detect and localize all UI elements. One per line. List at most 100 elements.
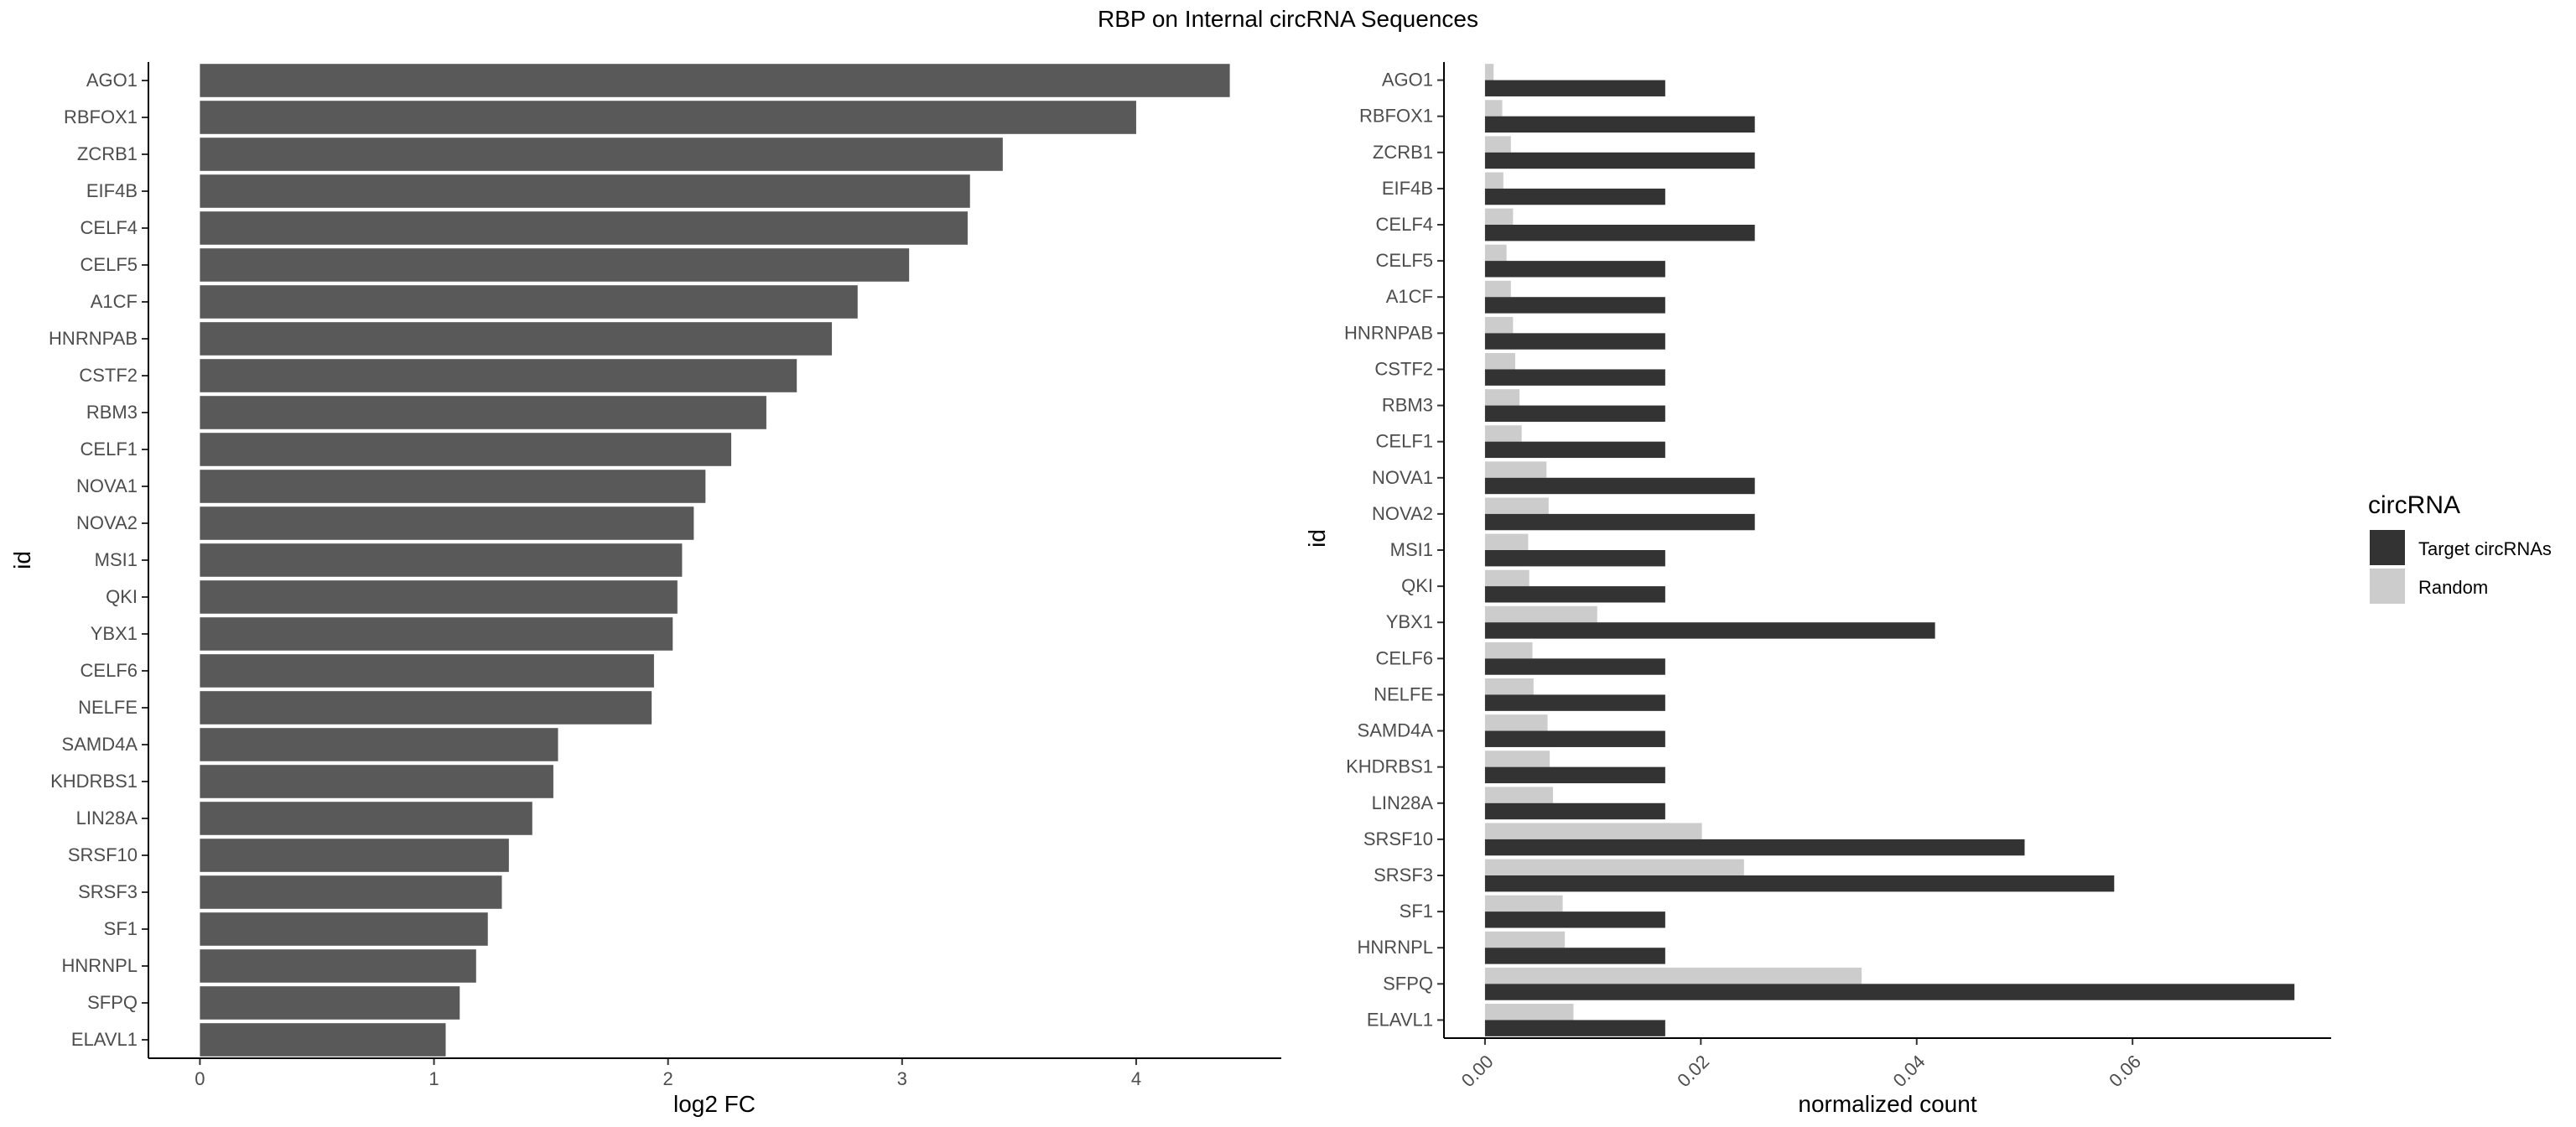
legend-swatch-target [2370, 530, 2405, 565]
normalized-count-x-tick-label-2: 0.04 [1889, 1051, 1929, 1091]
log2fc-y-tick-label-qki: QKI [106, 586, 138, 607]
normalized-count-y-tick-label-ago1: AGO1 [1382, 70, 1433, 91]
log2fc-bar-celf1 [200, 433, 732, 466]
log2fc-y-tick-label-eif4b: EIF4B [86, 180, 138, 201]
target-bar-samd4a [1484, 730, 1665, 747]
random-bar-ybx1 [1484, 605, 1597, 623]
log2fc-panel: AGO1 RBFOX1 ZCRB1 EIF4B CELF4 CELF5 A1CF HNRNPA… [9, 62, 1281, 1117]
random-bar-khdrbs1 [1484, 750, 1550, 767]
log2fc-y-tick-label-samd4a: SAMD4A [62, 734, 138, 755]
target-bar-hnrnpab [1484, 333, 1665, 350]
legend-swatch-random [2370, 569, 2405, 604]
log2fc-y-tick-label-nelfe: NELFE [78, 697, 138, 718]
log2fc-y-tick-label-ybx1: YBX1 [91, 623, 138, 644]
log2fc-y-tick-label-msi1: MSI1 [95, 549, 138, 570]
log2fc-y-tick-label-celf6: CELF6 [80, 660, 138, 681]
log2fc-y-tick-label-khdrbs1: KHDRBS1 [50, 771, 138, 792]
log2fc-y-tick-label-sfpq: SFPQ [87, 992, 138, 1013]
log2fc-x-tick-label-3: 3 [897, 1068, 907, 1089]
random-bar-a1cf [1484, 280, 1511, 298]
normalized-count-y-tick-label-qki: QKI [1401, 575, 1433, 596]
random-bar-nova1 [1484, 461, 1547, 478]
log2fc-bar-sf1 [200, 912, 488, 946]
random-bar-rbfox1 [1484, 100, 1503, 117]
target-bar-celf6 [1484, 658, 1665, 675]
normalized-count-y-tick-label-celf1: CELF1 [1376, 431, 1433, 452]
normalized-count-bars [1484, 64, 2295, 1036]
target-bar-nova1 [1484, 477, 1755, 495]
log2fc-y-tick-label-rbm3: RBM3 [86, 402, 138, 423]
normalized-count-y-tick-label-lin28a: LIN28A [1372, 792, 1434, 813]
normalized-count-y-tick-label-celf6: CELF6 [1376, 647, 1433, 668]
log2fc-bar-srsf3 [200, 875, 502, 909]
log2fc-bar-eif4b [200, 174, 970, 208]
legend-label-random: Random [2418, 577, 2488, 598]
log2fc-bar-nelfe [200, 691, 652, 724]
log2fc-bars [200, 64, 1230, 1057]
log2fc-x-tick-label-2: 2 [663, 1068, 673, 1089]
log2fc-bar-celf5 [200, 248, 910, 282]
legend-title: circRNA [2368, 491, 2460, 519]
log2fc-y-tick-label-rbfox1: RBFOX1 [64, 106, 138, 127]
random-bar-zcrb1 [1484, 136, 1511, 153]
target-bar-a1cf [1484, 297, 1665, 314]
target-bar-rbfox1 [1484, 116, 1755, 133]
random-bar-cstf2 [1484, 353, 1515, 370]
log2fc-y-tick-label-celf4: CELF4 [80, 217, 138, 238]
target-bar-nova2 [1484, 513, 1755, 531]
legend: circRNA Target circRNAs Random [2368, 491, 2552, 604]
log2fc-x-tick-label-4: 4 [1131, 1068, 1141, 1089]
target-bar-eif4b [1484, 188, 1665, 205]
normalized-count-y-tick-label-a1cf: A1CF [1386, 286, 1433, 307]
normalized-count-y-tick-label-samd4a: SAMD4A [1358, 720, 1434, 741]
random-bar-sf1 [1484, 895, 1563, 912]
log2fc-x-tick-label-0: 0 [195, 1068, 205, 1089]
random-bar-celf4 [1484, 208, 1514, 225]
normalized-count-x-tick-label-3: 0.06 [2105, 1051, 2145, 1091]
random-bar-hnrnpab [1484, 316, 1514, 334]
target-bar-elavl1 [1484, 1020, 1665, 1036]
normalized-count-y-tick-label-hnrnpab: HNRNPAB [1344, 322, 1433, 343]
log2fc-bar-sfpq [200, 986, 460, 1020]
log2fc-x-tick-label-1: 1 [428, 1068, 439, 1089]
target-bar-ybx1 [1484, 622, 1935, 639]
target-bar-celf4 [1484, 225, 1755, 242]
normalized-count-y-tick-label-elavl1: ELAVL1 [1367, 1009, 1433, 1030]
target-bar-cstf2 [1484, 369, 1665, 386]
target-bar-celf1 [1484, 441, 1665, 459]
normalized-count-y-axis-title: id [1304, 529, 1330, 548]
random-bar-msi1 [1484, 533, 1529, 550]
random-bar-elavl1 [1484, 1004, 1574, 1021]
normalized-count-y-tick-label-ybx1: YBX1 [1386, 611, 1433, 632]
target-bar-srsf3 [1484, 875, 2115, 892]
random-bar-rbm3 [1484, 389, 1520, 406]
normalized-count-y-tick-label-nova2: NOVA2 [1372, 503, 1433, 524]
normalized-count-panel: AGO1 RBFOX1 ZCRB1 EIF4B CELF4 CELF5 A1CF HNRNPA… [1304, 62, 2331, 1117]
target-bar-msi1 [1484, 550, 1665, 567]
log2fc-y-tick-label-sf1: SF1 [104, 918, 138, 939]
normalized-count-x-tick-label-0: 0.00 [1457, 1051, 1498, 1091]
legend-label-target: Target circRNAs [2418, 538, 2552, 559]
normalized-count-y-tick-label-cstf2: CSTF2 [1374, 358, 1433, 379]
random-bar-sfpq [1484, 967, 1862, 984]
target-bar-ago1 [1484, 80, 1665, 96]
log2fc-bar-celf4 [200, 211, 968, 245]
log2fc-y-tick-label-nova2: NOVA2 [76, 512, 138, 533]
normalized-count-y-tick-label-celf4: CELF4 [1376, 214, 1433, 235]
target-bar-srsf10 [1484, 839, 2025, 856]
normalized-count-y-tick-label-sfpq: SFPQ [1383, 973, 1433, 994]
target-bar-zcrb1 [1484, 152, 1755, 169]
random-bar-nelfe [1484, 678, 1534, 695]
normalized-count-y-tick-label-srsf3: SRSF3 [1374, 865, 1433, 886]
log2fc-bar-ybx1 [200, 617, 673, 651]
random-bar-hnrnpl [1484, 931, 1566, 948]
normalized-count-y-tick-label-khdrbs1: KHDRBS1 [1346, 756, 1433, 777]
log2fc-x-axis-title: log2 FC [673, 1091, 756, 1117]
log2fc-bar-ago1 [200, 64, 1230, 97]
chart-title: RBP on Internal circRNA Sequences [1098, 6, 1478, 32]
normalized-count-y-tick-label-zcrb1: ZCRB1 [1373, 142, 1433, 163]
target-bar-khdrbs1 [1484, 766, 1665, 784]
normalized-count-x-axis-title: normalized count [1798, 1091, 1976, 1117]
normalized-count-y-tick-label-srsf10: SRSF10 [1363, 828, 1433, 849]
normalized-count-y-tick-label-nova1: NOVA1 [1372, 467, 1433, 488]
